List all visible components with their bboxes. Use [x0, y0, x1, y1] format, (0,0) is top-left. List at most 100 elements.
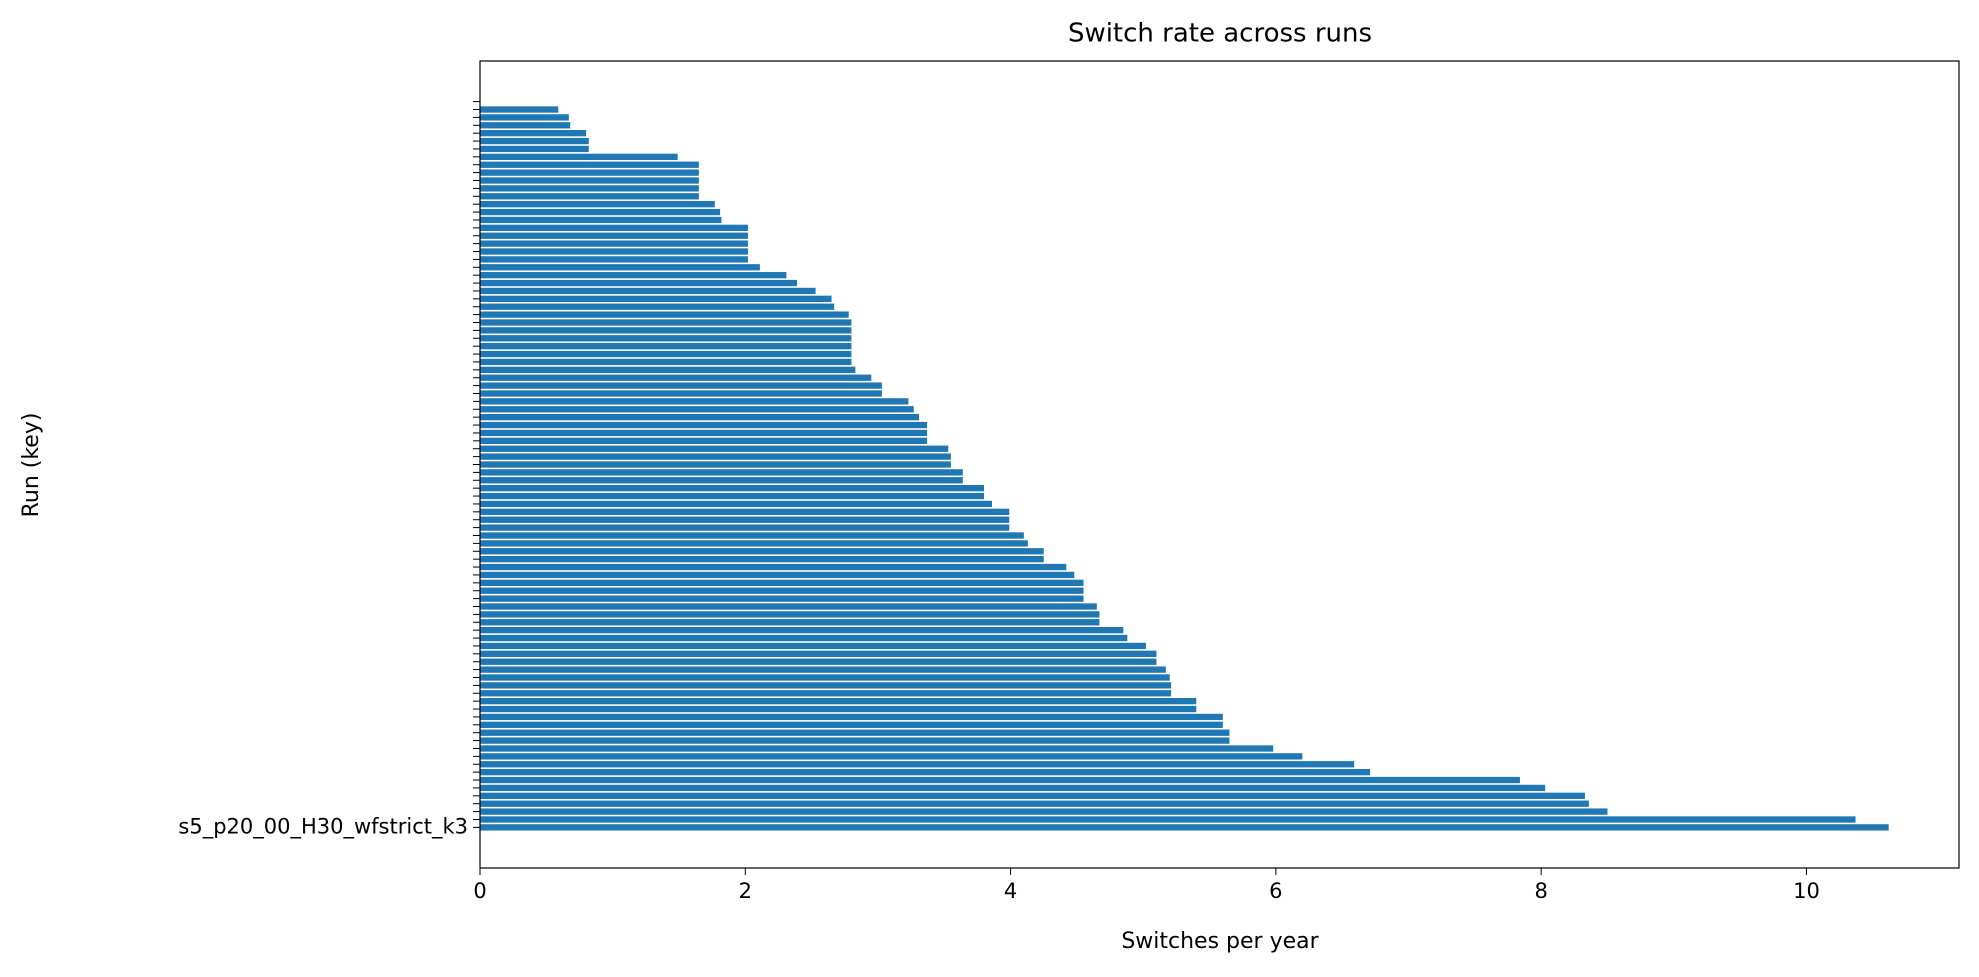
x-axis-label: Switches per year	[1121, 929, 1319, 954]
bar	[480, 650, 1157, 657]
bar	[480, 445, 949, 452]
bar	[480, 390, 882, 397]
bar	[480, 350, 852, 358]
bar	[480, 737, 1230, 744]
bar	[480, 579, 1084, 586]
bar	[480, 713, 1223, 721]
bar	[480, 437, 928, 444]
bar	[480, 335, 852, 342]
bar	[480, 327, 852, 334]
bar	[480, 824, 1889, 831]
bar	[480, 256, 748, 263]
bar	[480, 311, 849, 318]
bar	[480, 193, 699, 200]
bar	[480, 666, 1166, 673]
bar	[480, 106, 559, 113]
bar	[480, 603, 1097, 610]
bar	[480, 698, 1197, 705]
bar	[480, 745, 1274, 752]
bar	[480, 540, 1028, 547]
bar	[480, 634, 1128, 642]
bar	[480, 295, 832, 302]
bar	[480, 137, 589, 145]
bar	[480, 619, 1100, 626]
bar	[480, 169, 699, 176]
bar	[480, 682, 1172, 689]
plot-frame	[479, 60, 1960, 869]
bar	[480, 556, 1044, 563]
bar	[480, 232, 748, 239]
bar	[480, 453, 951, 460]
bar	[480, 279, 798, 287]
bar	[480, 784, 1546, 792]
bar	[480, 729, 1230, 736]
bar	[480, 492, 985, 500]
bar	[480, 145, 589, 153]
bar	[480, 319, 852, 326]
bar	[480, 595, 1084, 602]
x-tick-label: 10	[1793, 879, 1820, 903]
bar	[480, 548, 1044, 555]
y-tick-label: s5_p20_00_H30_wfstrict_k3	[178, 814, 468, 839]
bar	[480, 303, 835, 310]
bar	[480, 792, 1585, 799]
bar	[480, 658, 1157, 665]
bar	[480, 421, 928, 429]
bar	[480, 516, 1010, 523]
bar	[480, 800, 1589, 807]
bar	[480, 477, 963, 484]
x-tick-label: 6	[1269, 879, 1282, 903]
bar	[480, 611, 1100, 618]
bar	[480, 216, 722, 224]
x-tick-label: 2	[739, 879, 752, 903]
bar	[480, 153, 678, 161]
bar	[480, 398, 909, 405]
bar	[480, 776, 1520, 784]
bar	[480, 768, 1371, 776]
bar	[480, 177, 699, 184]
chart-title: Switch rate across runs	[1068, 19, 1372, 49]
bar	[480, 224, 748, 231]
x-tick-label: 0	[473, 879, 486, 903]
bar	[480, 721, 1223, 728]
bar	[480, 248, 748, 255]
bar	[480, 642, 1146, 650]
bar	[480, 627, 1124, 634]
bar	[480, 201, 715, 208]
bar	[480, 761, 1355, 768]
bar	[480, 753, 1303, 760]
bar	[480, 414, 920, 421]
bar	[480, 358, 852, 366]
x-tick-label: 4	[1004, 879, 1017, 903]
bar	[480, 208, 721, 216]
bar	[480, 524, 1010, 531]
bar	[480, 674, 1170, 681]
bar	[480, 587, 1084, 594]
bar	[480, 690, 1172, 697]
bar	[480, 287, 816, 295]
bar	[480, 161, 699, 168]
bar	[480, 563, 1067, 571]
bar	[480, 508, 1010, 515]
bar	[480, 264, 760, 271]
bar	[480, 374, 872, 381]
bar	[480, 461, 951, 468]
bar	[480, 366, 856, 373]
bar	[480, 485, 985, 492]
y-axis-label: Run (key)	[19, 413, 44, 518]
bar	[480, 469, 963, 476]
bar	[480, 272, 787, 279]
bar	[480, 571, 1075, 579]
bar	[480, 122, 571, 129]
bar	[480, 532, 1024, 539]
bar	[480, 240, 748, 247]
bar	[480, 816, 1856, 823]
bar	[480, 130, 587, 137]
bar	[480, 406, 914, 413]
bar	[480, 185, 699, 192]
bar	[480, 500, 993, 508]
bar	[480, 343, 852, 350]
bar	[480, 808, 1608, 815]
bar	[480, 382, 882, 389]
